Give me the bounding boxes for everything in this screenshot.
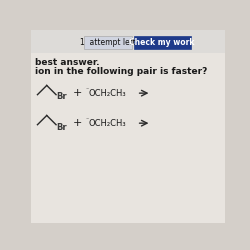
FancyBboxPatch shape <box>31 53 225 222</box>
FancyBboxPatch shape <box>31 30 225 53</box>
Text: OCH₂CH₃: OCH₂CH₃ <box>88 119 126 128</box>
Text: ⁻: ⁻ <box>86 118 89 123</box>
Text: ion in the following pair is faster?: ion in the following pair is faster? <box>35 67 208 76</box>
Text: OCH₂CH₃: OCH₂CH₃ <box>88 89 126 98</box>
FancyBboxPatch shape <box>84 36 132 49</box>
Text: Br: Br <box>56 92 67 102</box>
Text: Br: Br <box>56 122 67 132</box>
FancyBboxPatch shape <box>134 36 190 49</box>
Text: 1  attempt left: 1 attempt left <box>80 38 136 47</box>
Text: best answer.: best answer. <box>35 58 100 67</box>
Text: +: + <box>73 118 83 128</box>
Text: ⁻: ⁻ <box>86 88 89 93</box>
Text: +: + <box>73 88 83 98</box>
Text: Check my work: Check my work <box>130 38 195 47</box>
